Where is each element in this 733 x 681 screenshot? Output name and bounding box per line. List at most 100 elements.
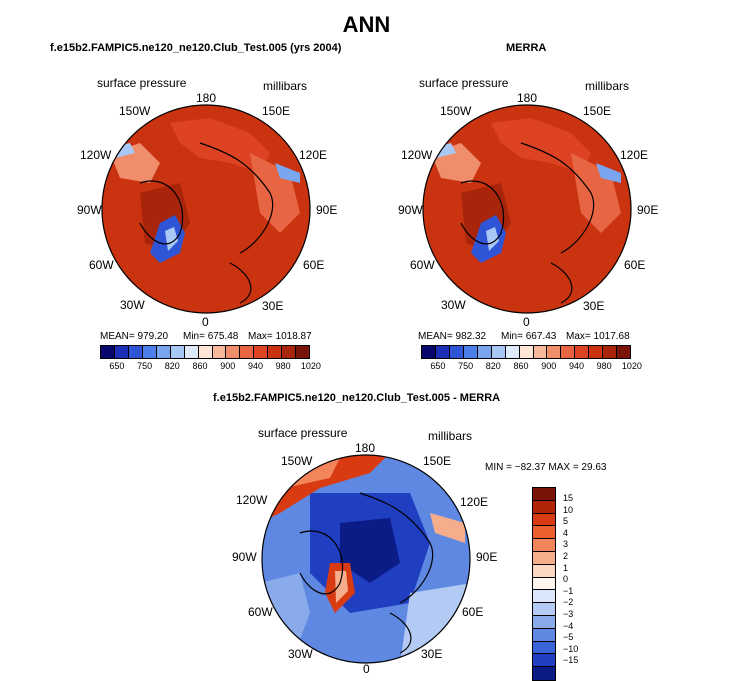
panel-2-min: Min= 667.43 <box>501 331 557 342</box>
colorbar-tick-label: 980 <box>596 361 612 371</box>
colorbar-swatch <box>477 346 492 358</box>
panel-2-map-border <box>422 104 632 314</box>
colorbar-swatch <box>589 346 604 358</box>
colorbar-tick-label: 860 <box>513 361 529 371</box>
panel-1-lon-60W: 60W <box>89 258 114 272</box>
panel-1-title: f.e15b2.FAMPIC5.ne120_ne120.Club_Test.00… <box>50 42 342 54</box>
colorbar-swatch <box>128 346 143 358</box>
colorbar-tick-label: −3 <box>563 609 574 619</box>
colorbar-tick-label: −10 <box>563 643 579 654</box>
panel-1-polar-map <box>101 104 311 314</box>
colorbar-swatch <box>561 346 576 358</box>
colorbar-swatch <box>422 346 436 358</box>
panel-3-lon-30E: 30E <box>421 647 443 661</box>
colorbar-swatch <box>101 346 115 358</box>
colorbar-tick-label: 1 <box>563 562 569 573</box>
panel-1-colorbar-ticks: 650 750 820 860 900 940 980 1020 <box>103 361 333 371</box>
panel-2-units-label: millibars <box>585 79 630 93</box>
panel-2-max: Max= 1017.68 <box>566 331 630 342</box>
colorbar-tick-label: 650 <box>109 361 125 371</box>
colorbar-tick-label: 750 <box>458 361 474 371</box>
colorbar-tick-label: 750 <box>137 361 153 371</box>
colorbar-swatch <box>296 346 310 358</box>
figure-title: ANN <box>342 12 391 37</box>
colorbar-swatch <box>533 603 555 616</box>
colorbar-tick-label: 900 <box>220 361 236 371</box>
panel-3-variable-label: surface pressure <box>258 426 348 440</box>
panel-3-lon-90E: 90E <box>476 550 498 564</box>
colorbar-swatch <box>533 551 555 565</box>
colorbar-swatch <box>603 346 618 358</box>
panel-2-lon-120W: 120W <box>401 148 433 162</box>
panel-3-lon-90W: 90W <box>232 550 257 564</box>
colorbar-swatch <box>156 346 171 358</box>
colorbar-swatch <box>533 667 555 680</box>
colorbar-tick-label: 4 <box>563 527 569 538</box>
panel-2-coastline-europe <box>550 262 573 304</box>
panel-2-lon-60E: 60E <box>624 258 646 272</box>
colorbar-tick-label: 940 <box>568 361 584 371</box>
panel-2-lon-60W: 60W <box>410 258 435 272</box>
colorbar-tick-label: 940 <box>247 361 263 371</box>
panel-2-mean: MEAN= 982.32 <box>418 331 487 342</box>
colorbar-tick-label: 900 <box>541 361 557 371</box>
colorbar-tick-label: 820 <box>485 361 501 371</box>
panel-3-lon-60W: 60W <box>248 605 273 619</box>
panel-3-polar-map <box>261 454 471 664</box>
colorbar-swatch <box>435 346 450 358</box>
panel-3-title: f.e15b2.FAMPIC5.ne120_ne120.Club_Test.00… <box>213 392 501 404</box>
colorbar-tick-label: 2 <box>563 551 569 561</box>
panel-1-map-border <box>101 104 311 314</box>
panel-3-greenland-ring <box>335 571 348 603</box>
panel-3-coastline <box>299 530 344 595</box>
colorbar-tick-label: 5 <box>563 516 569 527</box>
panel-2-lon-150E: 150E <box>583 104 612 118</box>
panel-1-colorbar <box>100 345 310 359</box>
colorbar-swatch <box>533 564 555 578</box>
panel-2-tibet-low <box>596 163 621 183</box>
colorbar-swatch <box>533 628 555 642</box>
panel-3-coastline-europe <box>389 612 412 654</box>
colorbar-swatch <box>114 346 129 358</box>
panel-2-coastline <box>460 180 505 245</box>
panel-1-lon-30W: 30W <box>120 298 145 312</box>
panel-1-max: Max= 1018.87 <box>248 331 312 342</box>
panel-1-coastline-asia <box>199 142 274 254</box>
panel-2-lon-30E: 30E <box>583 299 605 313</box>
colorbar-tick-label: 1020 <box>300 361 321 371</box>
panel-3-colorbar <box>532 487 556 681</box>
panel-1-coastline <box>139 180 184 245</box>
colorbar-swatch <box>491 346 506 358</box>
panel-2-coastline-asia <box>520 142 595 254</box>
panel-1-tibet-low <box>275 163 300 183</box>
colorbar-tick-label: 980 <box>275 361 291 371</box>
colorbar-swatch <box>533 346 548 358</box>
panel-2-polar-map <box>422 104 632 314</box>
panel-2-colorbar <box>421 345 631 359</box>
panel-1-lon-150W: 150W <box>119 104 151 118</box>
colorbar-tick-label: −2 <box>563 597 574 608</box>
panel-2-lon-0: 0 <box>523 315 530 329</box>
panel-2-lon-120E: 120E <box>620 148 649 162</box>
panel-3-lon-180: 180 <box>355 441 376 455</box>
colorbar-swatch <box>533 488 555 501</box>
panel-3-colorbar-ticks: 15 10 5 4 3 2 1 0 −1 −2 −3 −4 −5 −10 −15 <box>563 487 603 667</box>
panel-3-tibet-surplus <box>430 513 465 543</box>
colorbar-swatch <box>184 346 199 358</box>
panel-3-lon-150W: 150W <box>281 454 313 468</box>
panel-2-lon-30W: 30W <box>441 298 466 312</box>
panel-1-greenland-peak <box>165 227 178 251</box>
panel-1-coastline-europe <box>229 262 252 304</box>
colorbar-swatch <box>254 346 269 358</box>
panel-2-variable-label: surface pressure <box>419 76 509 90</box>
colorbar-swatch <box>533 500 555 514</box>
colorbar-swatch <box>533 641 555 655</box>
colorbar-tick-label: 15 <box>563 493 574 503</box>
panel-3-units-label: millibars <box>428 429 473 443</box>
panel-2-lon-90E: 90E <box>637 203 659 217</box>
panel-3-core-deficit <box>340 518 400 583</box>
colorbar-tick-label: −4 <box>563 620 574 631</box>
panel-2-lon-180: 180 <box>517 91 538 105</box>
colorbar-tick-label: −1 <box>563 585 574 596</box>
colorbar-swatch <box>198 346 213 358</box>
